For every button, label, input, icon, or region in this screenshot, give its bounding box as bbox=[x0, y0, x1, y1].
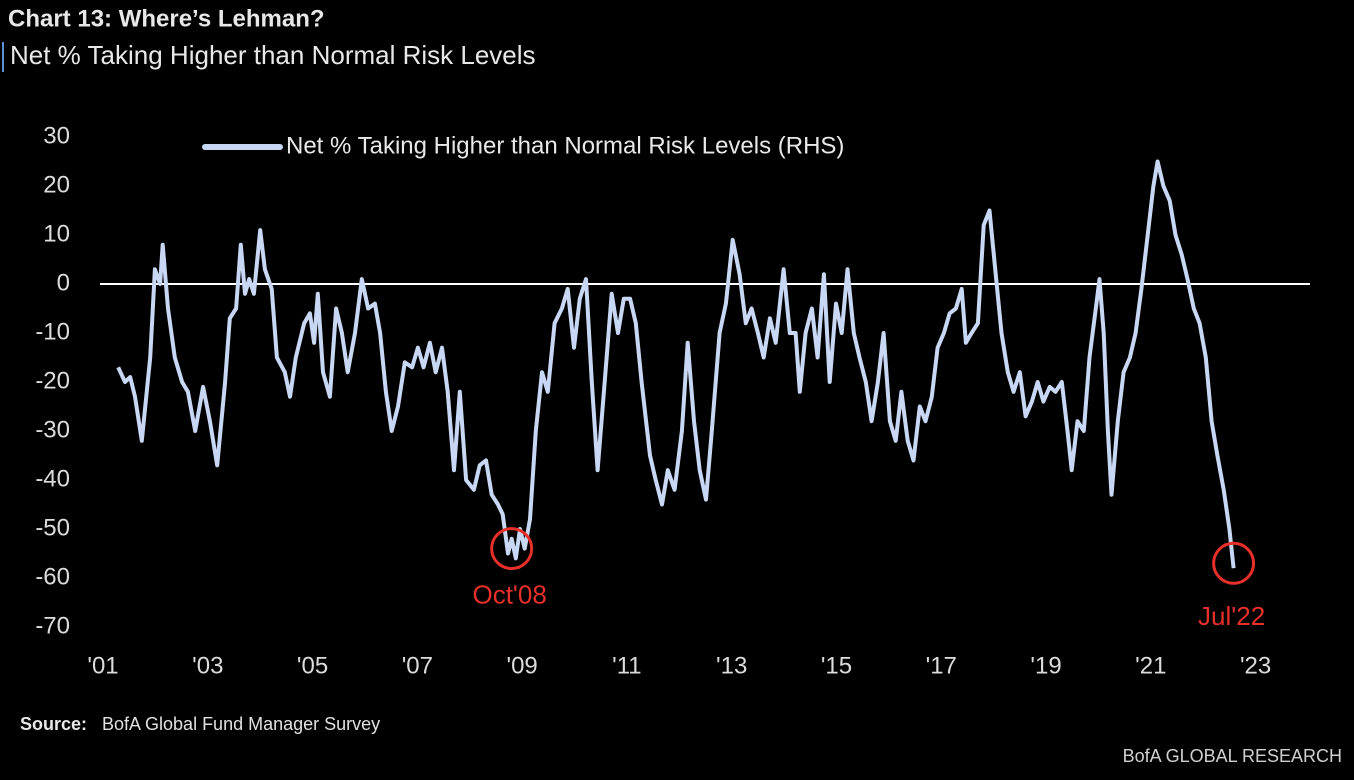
x-tick-label: '15 bbox=[821, 652, 852, 679]
y-tick-label: 0 bbox=[57, 269, 70, 296]
x-tick-label: '09 bbox=[506, 652, 537, 679]
x-tick-label: '11 bbox=[612, 652, 642, 679]
source-label: Source: bbox=[20, 714, 87, 734]
y-tick-label: -50 bbox=[35, 514, 70, 541]
chart-title: Chart 13: Where’s Lehman? bbox=[8, 5, 325, 32]
x-tick-label: '03 bbox=[192, 652, 223, 679]
x-tick-label: '05 bbox=[297, 652, 328, 679]
subtitle-bar bbox=[2, 42, 4, 72]
y-tick-label: 30 bbox=[43, 122, 70, 149]
x-tick-label: '01 bbox=[87, 652, 118, 679]
chart-subtitle: Net % Taking Higher than Normal Risk Lev… bbox=[10, 40, 536, 70]
x-tick-label: '23 bbox=[1240, 652, 1271, 679]
y-tick-label: 20 bbox=[43, 171, 70, 198]
data-line bbox=[116, 159, 1236, 569]
annotation-label: Jul'22 bbox=[1198, 601, 1265, 631]
source: BofA Global Fund Manager Survey bbox=[102, 714, 380, 734]
x-tick-label: '19 bbox=[1030, 652, 1061, 679]
y-tick-label: 10 bbox=[43, 220, 70, 247]
x-tick-label: '07 bbox=[402, 652, 433, 679]
y-tick-label: -70 bbox=[35, 612, 70, 639]
y-tick-label: -20 bbox=[35, 367, 70, 394]
y-tick-label: -60 bbox=[35, 563, 70, 590]
x-tick-label: '21 bbox=[1135, 652, 1166, 679]
x-tick-label: '17 bbox=[926, 652, 957, 679]
annotation-label: Oct'08 bbox=[472, 579, 546, 609]
annotation-circle bbox=[1212, 541, 1256, 585]
y-tick-label: -30 bbox=[35, 416, 70, 443]
y-tick-label: -40 bbox=[35, 465, 70, 492]
annotation-circle bbox=[490, 527, 534, 571]
y-tick-label: -10 bbox=[35, 318, 70, 345]
legend-label: Net % Taking Higher than Normal Risk Lev… bbox=[286, 132, 844, 159]
x-tick-label: '13 bbox=[716, 652, 747, 679]
branding: BofA GLOBAL RESEARCH bbox=[1123, 746, 1342, 766]
